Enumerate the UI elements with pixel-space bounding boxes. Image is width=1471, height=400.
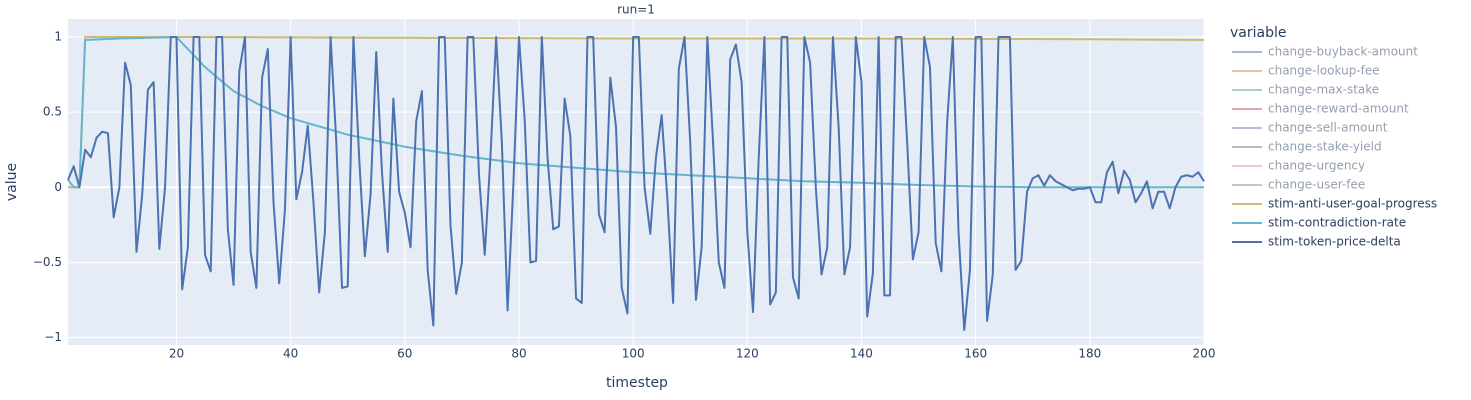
x-tick-label: 140 <box>850 347 873 361</box>
legend-label: stim-contradiction-rate <box>1268 216 1406 230</box>
legend-label: change-reward-amount <box>1268 102 1409 116</box>
y-tick-label: 0 <box>54 180 62 194</box>
x-tick-label: 60 <box>397 347 412 361</box>
x-tick-label: 120 <box>736 347 759 361</box>
legend-title: variable <box>1230 25 1286 41</box>
y-tick-label: −0.5 <box>33 255 62 269</box>
legend-label: change-buyback-amount <box>1268 45 1418 59</box>
y-tick-label: 1 <box>54 30 62 44</box>
x-tick-label: 20 <box>169 347 184 361</box>
legend-label: change-stake-yield <box>1268 140 1382 154</box>
x-tick-label: 80 <box>511 347 526 361</box>
x-axis-title: timestep <box>606 375 668 391</box>
legend-item[interactable]: change-stake-yield <box>1232 140 1382 154</box>
legend-label: change-sell-amount <box>1268 121 1388 135</box>
x-tick-label: 160 <box>964 347 987 361</box>
chart-title: run=1 <box>617 3 655 17</box>
x-tick-label: 100 <box>622 347 645 361</box>
legend-item[interactable]: change-sell-amount <box>1232 121 1388 135</box>
series-line <box>67 36 1205 331</box>
x-tick-label: 40 <box>283 347 298 361</box>
legend-item[interactable]: change-urgency <box>1232 159 1365 173</box>
legend-item[interactable]: change-lookup-fee <box>1232 64 1380 78</box>
legend-item[interactable]: change-buyback-amount <box>1232 45 1418 59</box>
legend-label: change-urgency <box>1268 159 1365 173</box>
legend-item[interactable]: stim-contradiction-rate <box>1232 216 1406 230</box>
legend-item[interactable]: change-user-fee <box>1232 178 1365 192</box>
legend-item[interactable]: stim-token-price-delta <box>1232 235 1401 249</box>
plot-area <box>68 19 1204 345</box>
legend-item[interactable]: stim-anti-user-goal-progress <box>1232 197 1437 211</box>
legend-label: change-max-stake <box>1268 83 1379 97</box>
legend-label: stim-token-price-delta <box>1268 235 1401 249</box>
legend-label: change-user-fee <box>1268 178 1365 192</box>
x-tick-label: 180 <box>1078 347 1101 361</box>
legend-item[interactable]: change-max-stake <box>1232 83 1379 97</box>
y-tick-label: 0.5 <box>43 105 62 119</box>
y-axis-title: value <box>4 163 20 201</box>
y-tick-label: −1 <box>44 330 62 344</box>
x-tick-label: 200 <box>1193 347 1216 361</box>
legend-label: stim-anti-user-goal-progress <box>1268 197 1437 211</box>
legend-item[interactable]: change-reward-amount <box>1232 102 1409 116</box>
legend-label: change-lookup-fee <box>1268 64 1380 78</box>
